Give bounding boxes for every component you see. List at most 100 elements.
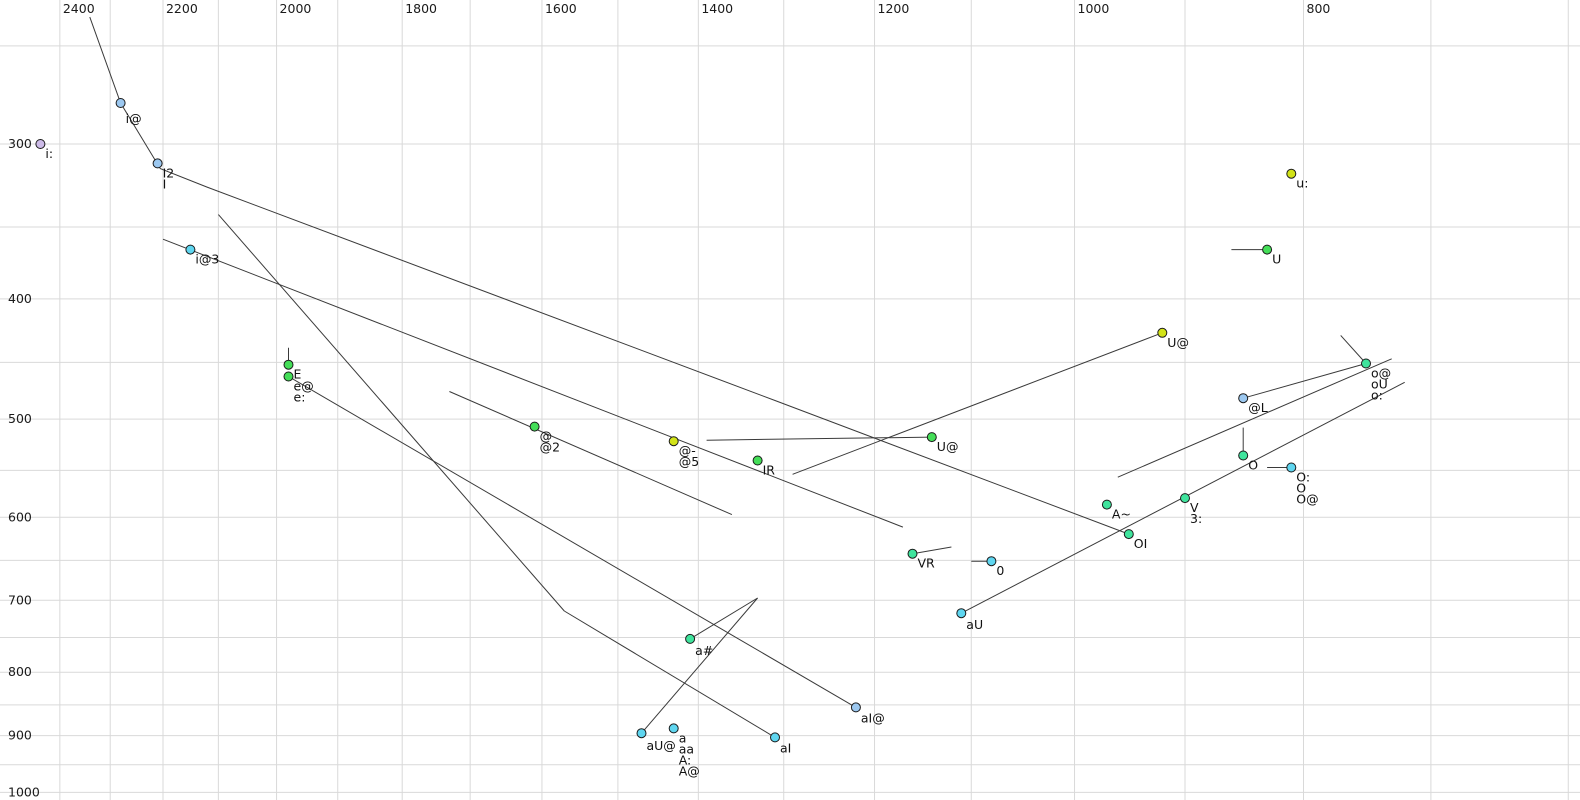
vowel-label-a: a xyxy=(679,730,687,745)
vowel-label-i:: i: xyxy=(45,146,53,161)
y-tick-label: 400 xyxy=(8,291,32,306)
vowel-label-aI@: aI@ xyxy=(861,710,885,725)
vowel-label-U: U xyxy=(1272,252,1281,267)
vowel-point-U xyxy=(1262,244,1273,255)
vowel-point-0 xyxy=(986,556,997,567)
vowel-point-aU xyxy=(956,608,967,619)
vowel-point-@L xyxy=(1238,393,1249,404)
vowel-label-O:: O: xyxy=(1296,470,1310,485)
vowel-label-U@: U@ xyxy=(1167,335,1189,350)
vowel-point-aU@ xyxy=(636,728,647,739)
vowel-point-i: xyxy=(35,139,46,149)
vowel-point-aI@ xyxy=(850,702,861,713)
vowel-label-A@: A@ xyxy=(679,763,700,778)
trajectory-to-U@-grey xyxy=(706,436,932,441)
trajectory-@L-to-o@ xyxy=(1243,363,1367,399)
vowel-point-A~ xyxy=(1101,499,1112,510)
x-tick-label: 1200 xyxy=(878,1,910,16)
vowel-label-i@3: i@3 xyxy=(195,252,219,267)
vowel-point-@ xyxy=(529,421,540,432)
x-tick-label: 2200 xyxy=(166,1,198,16)
trajectory-back-rise xyxy=(1117,358,1392,478)
trajectory-i@-onglide xyxy=(89,16,1129,535)
vowel-label-a#: a# xyxy=(695,643,713,658)
trajectory-front-steep xyxy=(218,214,565,612)
y-tick-label: 300 xyxy=(8,136,32,151)
y-tick-label: 900 xyxy=(8,728,32,743)
vowel-label-i@: i@ xyxy=(126,111,142,126)
vowel-point-U@ xyxy=(926,432,937,443)
vowel-point-u: xyxy=(1286,168,1297,179)
vowel-label-@5: @5 xyxy=(679,454,699,469)
trajectory-lines xyxy=(89,16,1405,738)
vowel-label-I2: I2 xyxy=(163,165,175,180)
vowel-label-E: E xyxy=(294,367,302,382)
vowel-label-o:: o: xyxy=(1371,388,1383,403)
vowel-label-aa: aa xyxy=(679,741,694,756)
vowel-point-U@ xyxy=(1157,327,1168,338)
vowel-label-I: I xyxy=(163,176,167,191)
vowel-label-aU@: aU@ xyxy=(647,738,676,753)
vowel-label-@: @ xyxy=(540,429,553,444)
vowel-point-a xyxy=(668,723,679,734)
y-tick-label: 800 xyxy=(8,664,32,679)
vowel-label-OI: OI xyxy=(1134,536,1148,551)
x-tick-label: 1600 xyxy=(545,1,577,16)
vowel-label-O: O xyxy=(1248,458,1258,473)
vowel-label-3:: 3: xyxy=(1190,511,1202,526)
vowel-point-VR xyxy=(907,548,918,559)
y-tick-label: 600 xyxy=(8,509,32,524)
x-axis-tick-labels: 2400 2200 2000 1800 1600 1400 1200 1000 800 xyxy=(63,1,1331,16)
x-tick-label: 800 xyxy=(1307,1,1331,16)
trajectory-to-U@ xyxy=(792,332,1163,475)
vowel-label-U@: U@ xyxy=(937,439,959,454)
vowel-label-@-: @- xyxy=(679,443,696,458)
y-tick-label: 1000 xyxy=(8,784,40,799)
vowel-point-O: xyxy=(1286,462,1297,473)
vowel-label-A:: A: xyxy=(679,752,692,767)
vowel-label-O: O xyxy=(1296,481,1306,496)
vowel-label-u:: u: xyxy=(1296,176,1308,191)
vowel-label-aI: aI xyxy=(780,740,791,755)
vowel-point-V xyxy=(1180,493,1190,504)
vowel-point-@- xyxy=(668,436,679,447)
x-tick-label: 1800 xyxy=(405,1,437,16)
x-tick-label: 1000 xyxy=(1078,1,1110,16)
vowel-point-i@3 xyxy=(185,244,196,255)
vowel-point-O xyxy=(1238,450,1249,461)
trajectory-o@-short xyxy=(1340,335,1367,364)
vowel-point-OI xyxy=(1123,529,1134,540)
trajectory-mid-central xyxy=(449,391,733,516)
trajectory-a#-glide xyxy=(689,597,758,640)
x-tick-label: 2400 xyxy=(63,1,95,16)
vowel-point-o@ xyxy=(1361,358,1371,369)
vowel-point-aI xyxy=(770,732,780,743)
trajectory-i@3-line xyxy=(162,238,904,528)
vowel-point-i@ xyxy=(115,98,126,108)
vowel-point-e@ xyxy=(283,371,294,382)
vowel-label-oU: oU xyxy=(1371,377,1388,392)
y-axis-tick-labels: 300 400 500 600 700 800 900 1000 xyxy=(8,136,40,799)
vowel-points xyxy=(35,98,1371,743)
vowel-label-aU: aU xyxy=(966,617,983,632)
vowel-label-IR: IR xyxy=(763,463,776,478)
y-tick-label: 500 xyxy=(8,411,32,426)
vowel-label-VR: VR xyxy=(918,556,936,571)
vowel-point-IR xyxy=(752,455,763,466)
trajectory-aI-glide xyxy=(564,610,776,738)
vowel-label-V: V xyxy=(1190,500,1199,515)
vowel-label-0: 0 xyxy=(996,563,1004,578)
vowel-label-o@: o@ xyxy=(1371,366,1391,381)
vowel-point-E xyxy=(283,359,294,370)
trajectory-VR-short xyxy=(912,546,952,555)
x-tick-label: 2000 xyxy=(280,1,312,16)
vowel-label-@2: @2 xyxy=(540,440,560,455)
trajectory-aU@-glide xyxy=(641,597,758,734)
x-tick-label: 1400 xyxy=(701,1,733,16)
vowel-point-I2 xyxy=(152,158,163,169)
vowel-label-e@: e@ xyxy=(294,379,314,394)
